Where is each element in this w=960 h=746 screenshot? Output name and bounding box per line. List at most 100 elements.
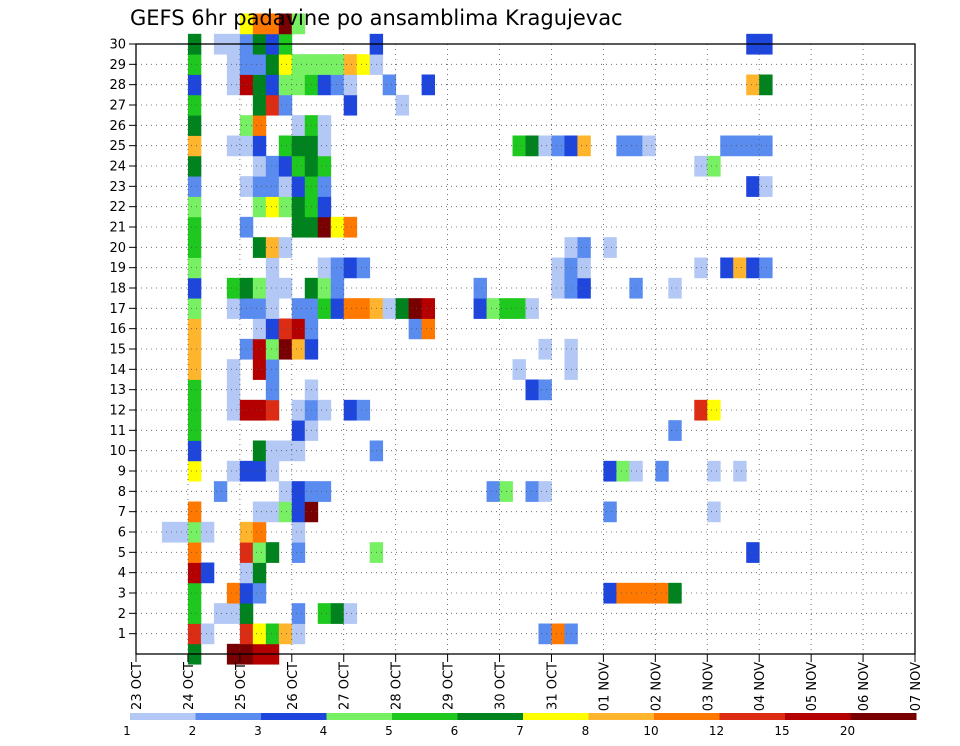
y-tick-label: 11: [109, 424, 126, 439]
heatmap-cell: [252, 521, 267, 543]
heatmap-cell: [187, 155, 202, 177]
y-tick-label: 6: [118, 526, 126, 541]
legend-swatch: [457, 713, 524, 720]
heatmap-cell: [252, 440, 267, 462]
heatmap-cell: [486, 481, 500, 502]
y-tick-label: 3: [118, 587, 126, 602]
heatmap-cell: [356, 298, 371, 319]
heatmap-cell: [252, 135, 267, 157]
heatmap-cell: [356, 54, 371, 75]
heatmap-cell: [694, 155, 708, 177]
heatmap-cell: [330, 277, 345, 299]
heatmap-cell: [603, 501, 617, 523]
x-tick-label: 29 OCT: [442, 662, 457, 710]
legend-label: 1: [123, 724, 131, 738]
heatmap-cell: [252, 155, 267, 177]
heatmap-cell: [486, 298, 500, 319]
y-tick-label: 14: [109, 363, 126, 378]
heatmap-cell: [200, 562, 215, 584]
chart-title: GEFS 6hr padavine po ansamblima Kragujev…: [130, 6, 623, 30]
heatmap-cell: [343, 216, 358, 238]
heatmap-cell: [291, 399, 306, 421]
heatmap-cell: [759, 74, 773, 96]
legend-swatch: [850, 713, 917, 720]
heatmap-cell: [265, 277, 280, 299]
x-tick-label: 24 OCT: [182, 662, 197, 710]
heatmap-cell: [642, 582, 656, 604]
heatmap-cell: [317, 196, 332, 218]
heatmap-cells: [161, 13, 773, 665]
heatmap-cell: [265, 257, 280, 279]
heatmap-cell: [187, 399, 202, 421]
heatmap-cell: [187, 542, 202, 563]
heatmap-cell: [525, 135, 539, 157]
heatmap-cell: [226, 379, 241, 401]
heatmap-cell: [291, 542, 306, 563]
legend-label: 8: [582, 724, 590, 738]
heatmap-cell: [278, 196, 293, 218]
x-tick-label: 05 NOV: [805, 662, 820, 711]
x-tick-label: 25 OCT: [234, 662, 249, 710]
y-tick-label: 17: [109, 302, 126, 317]
heatmap-cell: [603, 237, 617, 258]
heatmap-cell: [252, 399, 267, 421]
heatmap-cell: [408, 298, 423, 319]
heatmap-cell: [265, 74, 280, 96]
heatmap-cell: [226, 399, 241, 421]
heatmap-cell: [252, 359, 267, 380]
heatmap-cell: [187, 359, 202, 380]
heatmap-cell: [278, 13, 293, 35]
legend-swatch: [654, 713, 720, 720]
heatmap-cell: [278, 135, 293, 157]
heatmap-cell: [187, 54, 202, 75]
y-tick-label: 29: [109, 58, 126, 73]
heatmap-cell: [187, 603, 202, 624]
heatmap-cell: [265, 501, 280, 523]
x-tick-label: 02 NOV: [649, 662, 664, 711]
heatmap-cell: [187, 379, 202, 401]
heatmap-cell: [278, 237, 293, 258]
heatmap-cell: [291, 13, 306, 35]
heatmap-cell: [642, 135, 656, 157]
heatmap-cell: [200, 623, 215, 645]
heatmap-cell: [525, 298, 539, 319]
heatmap-cell: [655, 460, 669, 482]
heatmap-cell: [265, 176, 280, 197]
heatmap-cell: [317, 257, 332, 279]
heatmap-cell: [187, 440, 202, 462]
y-tick-label: 15: [109, 343, 126, 358]
y-tick-label: 9: [118, 465, 126, 480]
heatmap-cell: [291, 216, 306, 238]
heatmap-cell: [265, 155, 280, 177]
legend-label: 5: [385, 724, 393, 738]
heatmap-cell: [746, 542, 760, 563]
heatmap-cell: [330, 257, 345, 279]
x-tick-label: 06 NOV: [857, 662, 872, 711]
heatmap-cell: [265, 298, 280, 319]
color-legend: 1 2 3 4 5 6 7 8 10 12 15 20: [123, 713, 917, 738]
heatmap-cell: [187, 277, 202, 299]
y-tick-label: 2: [118, 607, 126, 622]
heatmap-cell: [538, 481, 552, 502]
legend-label: 7: [516, 724, 524, 738]
heatmap-cell: [252, 582, 267, 604]
y-tick-label: 1: [118, 627, 126, 642]
heatmap-cell: [733, 257, 747, 279]
y-tick-label: 23: [109, 180, 126, 195]
y-tick-label: 10: [109, 444, 126, 459]
x-tick-label: 30 OCT: [494, 662, 509, 710]
heatmap-cell: [278, 338, 293, 360]
y-tick-label: 27: [109, 99, 126, 114]
legend-label: 4: [320, 724, 328, 738]
y-tick-label: 5: [118, 546, 126, 561]
heatmap-cell: [421, 74, 436, 96]
heatmap-cell: [161, 521, 176, 543]
heatmap-cell: [395, 298, 410, 319]
heatmap-cell: [759, 135, 773, 157]
heatmap-cell: [512, 135, 526, 157]
heatmap-cell: [616, 582, 630, 604]
heatmap-cell: [759, 176, 773, 197]
heatmap-cell: [421, 298, 436, 319]
heatmap-cell: [252, 318, 267, 340]
